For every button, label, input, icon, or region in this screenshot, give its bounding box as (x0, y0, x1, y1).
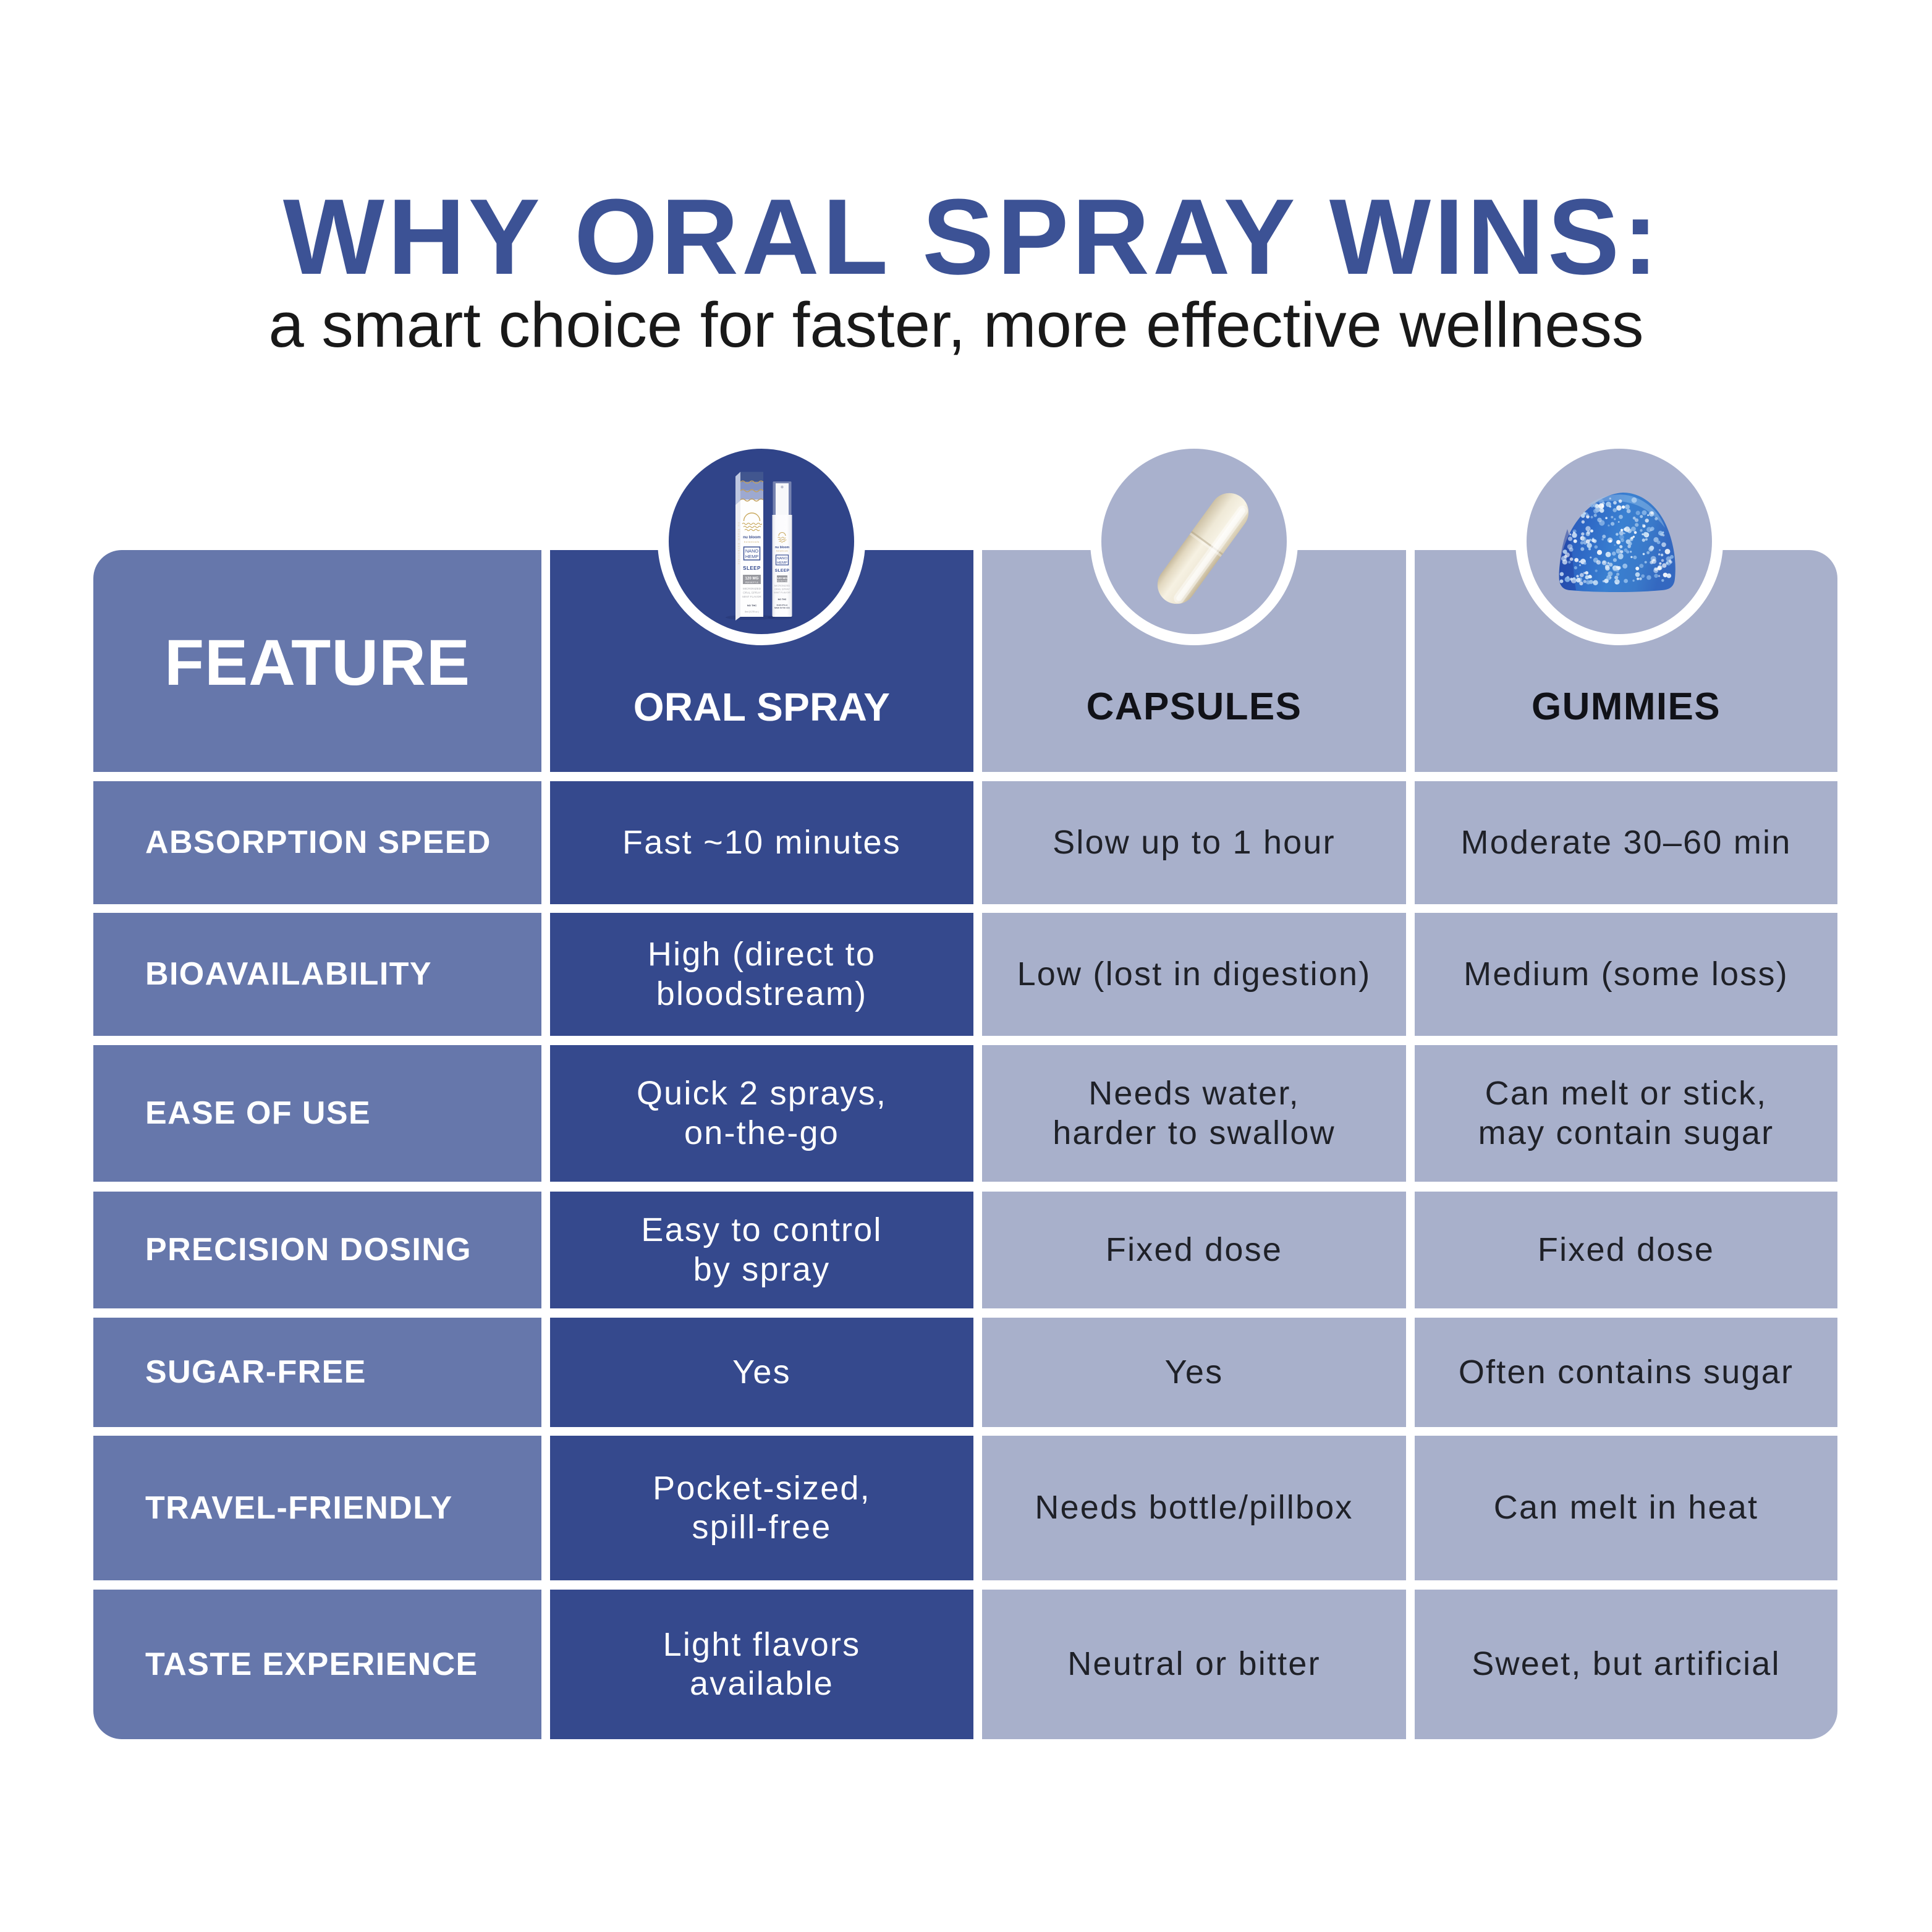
svg-text:MINT FLAVOR: MINT FLAVOR (774, 591, 790, 594)
svg-text:PER BOTTLE: PER BOTTLE (745, 582, 759, 584)
svg-text:botanicals: botanicals (776, 550, 788, 553)
svg-text:SLEEP: SLEEP (775, 569, 790, 573)
svg-text:MINT FLAVOR: MINT FLAVOR (742, 595, 761, 598)
svg-text:NO THC: NO THC (778, 598, 787, 601)
svg-text:MADE IN THE USA: MADE IN THE USA (774, 607, 790, 609)
svg-text:HEMP: HEMP (777, 561, 787, 565)
svg-text:8ml(0.27fl.oz): 8ml(0.27fl.oz) (777, 604, 788, 606)
svg-text:botanicals: botanicals (744, 540, 760, 543)
svg-text:PER BOTTLE: PER BOTTLE (777, 580, 788, 582)
svg-text:nu bloom: nu bloom (775, 546, 790, 549)
svg-text:nu bloom: nu bloom (743, 535, 761, 540)
svg-text:MICRONIZED: MICRONIZED (743, 587, 761, 590)
svg-text:HEMP: HEMP (745, 554, 758, 559)
svg-text:nu bloom botanicals: nu bloom botanicals (737, 522, 740, 565)
svg-text:SLEEP: SLEEP (743, 566, 761, 571)
svg-text:NO THC: NO THC (747, 604, 756, 607)
svg-text:NANO: NANO (777, 557, 787, 561)
svg-text:ORAL SPRAY: ORAL SPRAY (774, 588, 790, 591)
svg-text:ORAL SPRAY: ORAL SPRAY (743, 591, 761, 595)
svg-text:MICRONIZED: MICRONIZED (774, 584, 790, 587)
svg-text:NANO: NANO (745, 548, 759, 554)
svg-text:8ml (0.27fl.oz.): 8ml (0.27fl.oz.) (745, 611, 758, 613)
svg-text:120 MG: 120 MG (777, 577, 787, 580)
svg-text:120 MG: 120 MG (745, 577, 758, 581)
